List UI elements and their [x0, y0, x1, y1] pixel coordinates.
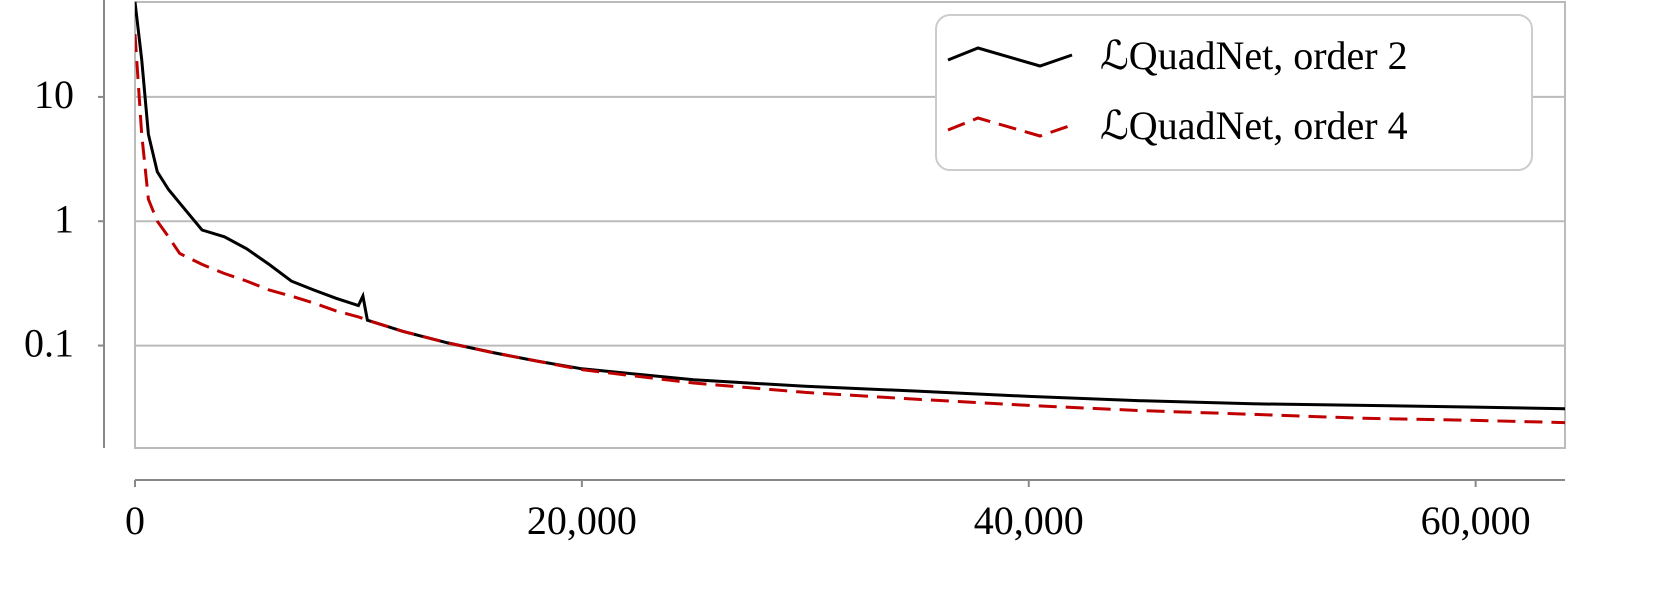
plot-frame — [134, 1, 1566, 449]
series-line — [135, 1, 1565, 411]
legend-label: ℒQuadNet, order 4 — [1100, 103, 1408, 148]
y-tick-label: 0.1 — [24, 321, 74, 366]
x-tick-label: 20,000 — [527, 498, 637, 543]
legend-swatch — [947, 116, 1073, 138]
x-tick-label: 0 — [125, 498, 145, 543]
series-line — [135, 33, 1565, 425]
legend-label: ℒQuadNet, order 2 — [1100, 33, 1408, 78]
legend-swatch — [947, 46, 1073, 68]
y-tick-label: 1 — [54, 196, 74, 241]
y-tick-label: 10 — [34, 72, 74, 117]
x-tick-label: 40,000 — [974, 498, 1084, 543]
x-tick-label: 60,000 — [1421, 498, 1531, 543]
legend-box — [935, 14, 1533, 171]
